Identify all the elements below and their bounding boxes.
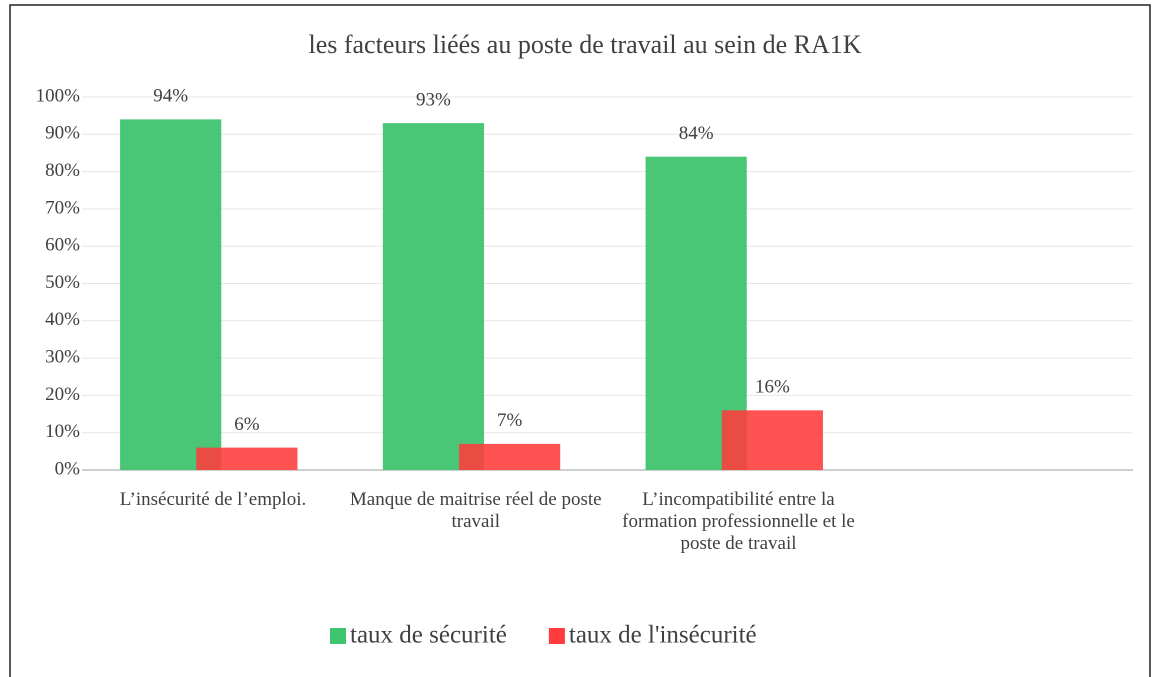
y-tick-label: 80% [45, 160, 80, 181]
y-tick-label: 60% [45, 235, 80, 256]
chart-title: les facteurs liéés au poste de travail a… [308, 30, 861, 59]
y-tick-label: 10% [45, 421, 80, 442]
data-label: 93% [416, 89, 451, 110]
y-tick-label: 40% [45, 309, 80, 330]
chart-border [9, 4, 1151, 677]
legend-label: taux de l'insécurité [569, 622, 757, 649]
legend-swatch [330, 628, 346, 644]
data-label: 16% [755, 377, 790, 398]
y-tick-label: 0% [55, 458, 81, 479]
bar [459, 443, 561, 470]
y-tick-label: 20% [45, 384, 80, 405]
y-tick-label: 70% [45, 197, 80, 218]
data-label: 7% [497, 410, 523, 431]
y-tick-label: 50% [45, 272, 80, 293]
legend-swatch [548, 628, 565, 644]
y-tick-label: 90% [45, 123, 80, 144]
y-tick-label: 100% [36, 85, 81, 106]
data-label: 94% [153, 86, 188, 107]
bar [721, 410, 823, 470]
x-tick-label: Manque de maitrise réel de poste travail [349, 489, 602, 532]
bar [382, 123, 485, 471]
x-tick-label: L’incompatibilité entre la formation pro… [622, 489, 855, 554]
bar [196, 447, 298, 470]
y-tick-label: 30% [45, 346, 80, 367]
bar [120, 119, 222, 470]
data-label: 6% [234, 414, 260, 435]
legend-label: taux de sécurité [350, 622, 507, 649]
x-tick-label: L’insécurité de l’emploi. [119, 489, 307, 510]
data-label: 84% [679, 123, 714, 144]
